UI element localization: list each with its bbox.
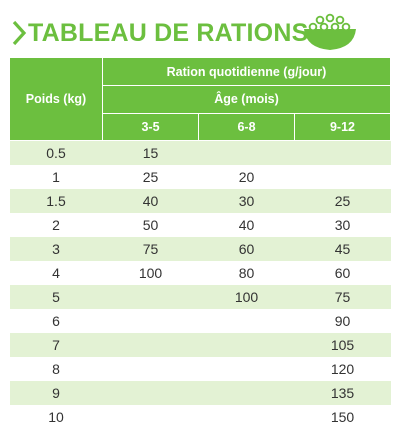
- poids-cell: 9: [9, 381, 103, 405]
- bowl-of-kibble-icon: [304, 13, 356, 50]
- ration-header: Ration quotidienne (g/jour): [102, 56, 391, 87]
- poids-cell: 7: [9, 333, 103, 357]
- table-row: 6 90: [10, 309, 391, 333]
- ration-cell: 30: [198, 189, 295, 213]
- poids-cell: 1: [52, 169, 60, 185]
- table-row: 1.5 40 30 25: [9, 189, 391, 213]
- ration-cell: [295, 165, 391, 189]
- ration-cell: 90: [334, 313, 351, 329]
- ration-cell: 20: [238, 169, 255, 185]
- table-row: 8 120: [10, 357, 391, 381]
- ration-cell: 60: [334, 265, 351, 281]
- ration-cell: [199, 309, 295, 333]
- ration-cell: 105: [294, 333, 391, 357]
- ration-cell: [198, 140, 295, 165]
- table-row: 9 135: [9, 381, 391, 405]
- table-row: 1 25 20: [10, 165, 391, 189]
- poids-cell: 4: [52, 265, 60, 281]
- ration-cell: 100: [138, 265, 163, 281]
- ration-cell: 15: [102, 140, 199, 165]
- ration-cell: 75: [294, 285, 391, 309]
- table-row: 7 105: [9, 333, 391, 357]
- ration-cell: [102, 381, 199, 405]
- ration-cell: 30: [334, 217, 351, 233]
- ration-table-body: 0.5 15 1 25 20 1.5 40 30 25 2 50 40 30 3…: [9, 140, 391, 430]
- age-header: Âge (mois): [102, 85, 391, 114]
- ration-cell: [198, 381, 295, 405]
- poids-cell: 10: [48, 409, 64, 425]
- poids-header: Poids (kg): [9, 57, 103, 141]
- ration-cell: [103, 357, 199, 381]
- ration-cell: [102, 333, 199, 357]
- poids-cell: 0.5: [9, 140, 103, 165]
- ration-cell: 150: [330, 409, 355, 425]
- ration-cell: 135: [294, 381, 391, 405]
- table-row: 10 150: [10, 405, 391, 429]
- ration-cell: 25: [142, 169, 159, 185]
- ration-cell: [199, 357, 295, 381]
- age-range-header: 3-5: [102, 112, 199, 142]
- ration-cell: 120: [330, 361, 355, 377]
- ration-cell: [103, 309, 199, 333]
- ration-cell: [103, 405, 199, 429]
- ration-cell: 40: [238, 217, 255, 233]
- table-row: 4 100 80 60: [10, 261, 391, 285]
- poids-cell: 8: [52, 361, 60, 377]
- ration-cell: [102, 285, 199, 309]
- page-header: TABLEAU DE RATIONS: [8, 13, 392, 50]
- ration-cell: 50: [142, 217, 159, 233]
- ration-cell: [198, 333, 295, 357]
- table-row: 0.5 15: [9, 140, 391, 165]
- ration-cell: [294, 140, 391, 165]
- ration-cell: [199, 405, 295, 429]
- ration-cell: 80: [238, 265, 255, 281]
- age-range-header: 9-12: [294, 112, 391, 142]
- chevron-right-icon: [12, 20, 27, 46]
- ration-cell: 40: [102, 189, 199, 213]
- ration-cell: 100: [198, 285, 295, 309]
- age-range-header: 6-8: [198, 112, 295, 142]
- ration-cell: 75: [102, 237, 199, 261]
- ration-cell: 45: [294, 237, 391, 261]
- poids-cell: 5: [9, 285, 103, 309]
- table-row: 5 100 75: [9, 285, 391, 309]
- poids-cell: 3: [9, 237, 103, 261]
- ration-cell: 25: [294, 189, 391, 213]
- poids-cell: 6: [52, 313, 60, 329]
- ration-table: Poids (kg) Ration quotidienne (g/jour) Â…: [9, 56, 391, 430]
- poids-cell: 2: [52, 217, 60, 233]
- page-title: TABLEAU DE RATIONS: [28, 19, 309, 47]
- ration-cell: 60: [198, 237, 295, 261]
- table-row: 3 75 60 45: [9, 237, 391, 261]
- poids-cell: 1.5: [9, 189, 103, 213]
- table-row: 2 50 40 30: [10, 213, 391, 237]
